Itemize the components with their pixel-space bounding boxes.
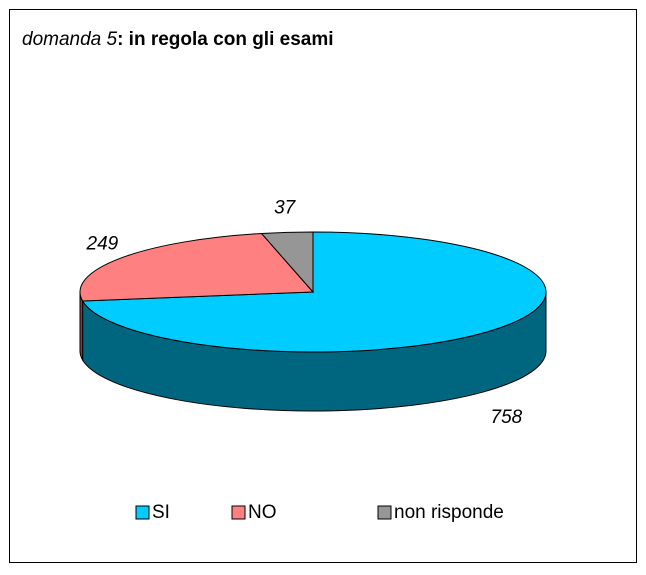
data-label: 249 — [86, 234, 119, 255]
legend-label: NO — [248, 502, 277, 523]
pie-slice — [79, 232, 315, 302]
pie-slice — [260, 231, 314, 294]
pie-slice — [81, 231, 547, 353]
title-part: domanda 5 — [22, 29, 118, 50]
legend-swatch — [231, 505, 246, 520]
pie-side — [79, 291, 84, 362]
legend-label: non risponde — [394, 502, 504, 523]
legend-label: SI — [152, 502, 170, 523]
data-label: 37 — [274, 198, 297, 219]
title-part: : in regola con gli esami — [117, 29, 333, 50]
data-label: 758 — [491, 407, 523, 428]
chart-title: domanda 5: in regola con gli esami — [22, 29, 334, 50]
legend-swatch — [135, 505, 150, 520]
legend-swatch — [377, 505, 392, 520]
